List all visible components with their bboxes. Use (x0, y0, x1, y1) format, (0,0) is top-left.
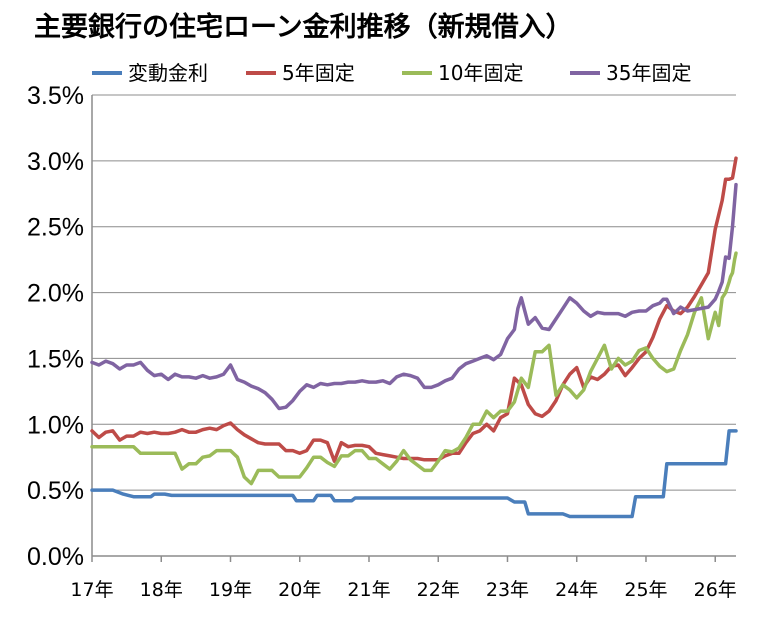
x-tick-label: 20年 (278, 579, 321, 601)
y-tick-label: 2.5% (27, 214, 84, 242)
x-tick-label: 24年 (555, 579, 598, 601)
x-tick-label: 21年 (347, 579, 390, 601)
x-tick-label: 22年 (417, 579, 460, 601)
y-axis-ticks: 0.0% 0.5% 1.0% 1.5% 2.0% 2.5% 3.0% 3.5% (27, 82, 84, 571)
series-line-10y (90, 251, 738, 486)
series-lines (90, 156, 738, 519)
legend-label-variable: 変動金利 (128, 61, 208, 85)
y-tick-label: 2.0% (27, 280, 84, 308)
legend-label-5y: 5年固定 (282, 61, 355, 85)
chart-title: 主要銀行の住宅ローン金利推移（新規借入） (34, 11, 573, 43)
x-tick-label: 19年 (209, 579, 252, 601)
legend: 変動金利 5年固定 10年固定 35年固定 (92, 61, 691, 85)
x-tick-label: 25年 (624, 579, 667, 601)
series-line-variable (90, 429, 738, 519)
legend-label-10y: 10年固定 (438, 61, 523, 85)
y-tick-label: 0.0% (27, 543, 84, 571)
legend-label-35y: 35年固定 (606, 61, 691, 85)
series-line-5y (90, 156, 738, 463)
x-tick-label: 18年 (140, 579, 183, 601)
series-line-35y (90, 182, 738, 411)
x-tick-label: 26年 (694, 579, 737, 601)
y-tick-label: 1.0% (27, 411, 84, 439)
y-tick-label: 3.0% (27, 148, 84, 176)
y-tick-label: 0.5% (27, 477, 84, 505)
x-tick-label: 17年 (70, 579, 113, 601)
gridlines (91, 94, 736, 557)
y-tick-label: 3.5% (27, 82, 84, 110)
y-tick-label: 1.5% (27, 345, 84, 373)
x-tick-label: 23年 (486, 579, 529, 601)
x-axis-ticks: 17年 18年 19年 20年 21年 22年 23年 24年 25年 26年 (70, 556, 737, 601)
